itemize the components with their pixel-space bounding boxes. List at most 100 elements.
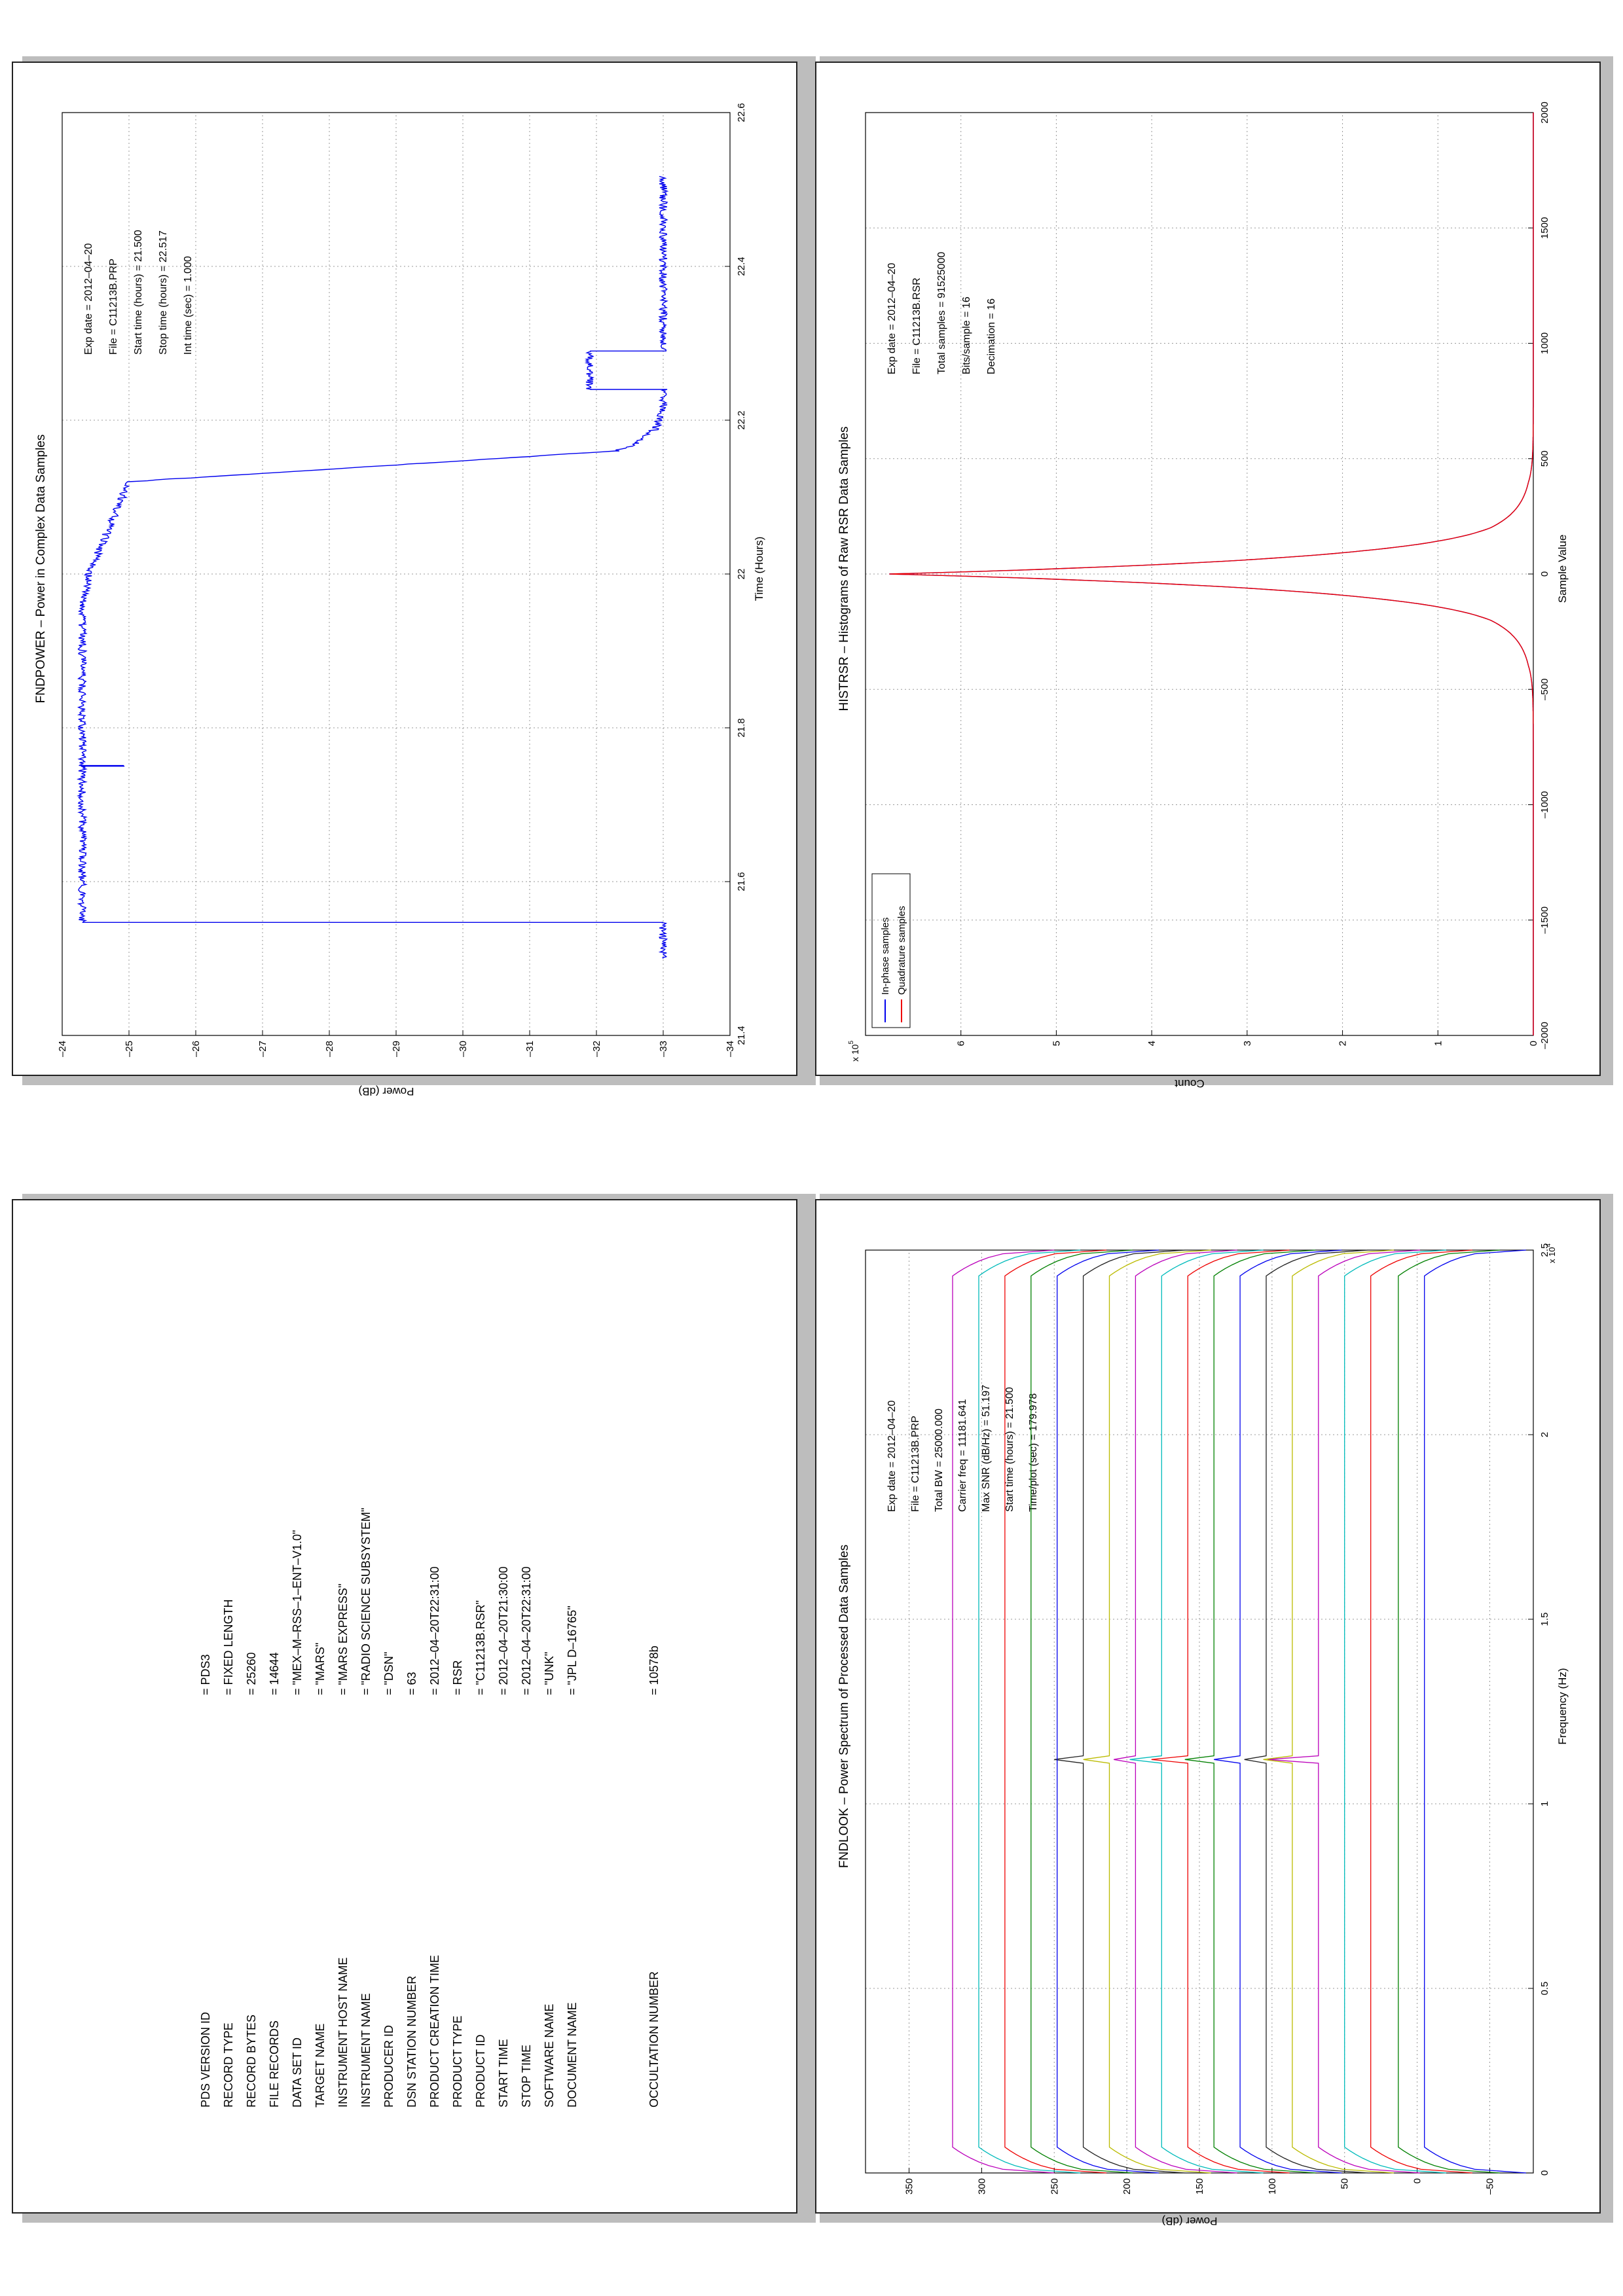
spectrum-line	[1267, 1249, 1421, 2174]
axes: 21.4 21.6 21.8 22 22.2 22.4 22.6 –34 –33 –32 –31 –3…	[57, 103, 747, 1057]
label-key: PRODUCT ID	[474, 2034, 487, 2108]
info-block: Exp date = 2012–04–20 File = C11213B.RSR T…	[886, 252, 997, 374]
legend-entry: Quadrature samples	[896, 906, 907, 995]
label-value: = "MARS EXPRESS"	[337, 1584, 350, 1695]
spectra-group	[952, 1249, 1526, 2174]
info-line: Stop time (hours) = 22.517	[158, 230, 169, 355]
pds-label-table: PDS VERSION ID = PDS3 RECORD TYPE = FIXED L…	[199, 1508, 661, 2108]
x-tick-label: 0.5	[1539, 1982, 1550, 1996]
y-tick-label: 5	[1051, 1041, 1062, 1046]
spectrum-line	[1184, 1249, 1316, 2174]
label-value: = "MEX–M–RSS–1–ENT–V1.0"	[291, 1530, 304, 1695]
label-key: PDS VERSION ID	[199, 2012, 212, 2108]
chart-title: FNDPOWER – Power in Complex Data Samples	[34, 435, 48, 704]
label-value: = "C11213B.RSR"	[474, 1600, 487, 1695]
y-axis-label: Power (dB)	[358, 1085, 414, 1098]
info-line: Exp date = 2012–04–20	[83, 243, 94, 355]
y-exponent: x 105	[848, 1041, 860, 1062]
power-panel: FNDPOWER – Power in Complex Data Samples…	[12, 62, 797, 1098]
spectrum-line	[1398, 1249, 1501, 2174]
power-chart: FNDPOWER – Power in Complex Data Samples…	[34, 103, 765, 1098]
label-key: DOCUMENT NAME	[566, 2002, 579, 2108]
y-tick-label: 0	[1412, 2178, 1423, 2183]
label-key: OCCULTATION NUMBER	[647, 1971, 661, 2108]
info-line: Carrier freq = 11181.641	[957, 1399, 968, 1513]
x-tick-label: 1	[1539, 1801, 1550, 1806]
label-key: RECORD BYTES	[245, 2015, 258, 2108]
x-axis-label: Time (Hours)	[753, 537, 765, 601]
label-value: = 63	[405, 1672, 418, 1695]
info-line: Max SNR (dB/Hz) = 51.197	[981, 1385, 992, 1512]
y-tick-label: 3	[1242, 1041, 1253, 1046]
label-key: RECORD TYPE	[222, 2022, 235, 2108]
label-key: DSN STATION NUMBER	[405, 1976, 418, 2108]
series-group	[889, 113, 1534, 1035]
info-line: File = C11213B.PRP	[108, 259, 119, 355]
y-tick-label: –33	[658, 1041, 669, 1057]
y-tick-label: 150	[1194, 2178, 1205, 2195]
spectrum-line	[978, 1249, 1081, 2174]
label-key: STOP TIME	[520, 2045, 533, 2108]
label-value: = "MARS"	[314, 1643, 327, 1695]
label-value: = 2012–04–20T22:31:00	[520, 1566, 533, 1695]
y-tick-label: 6	[956, 1041, 967, 1046]
histogram-panel: HISTRSR – Histograms of Raw RSR Data Sam…	[815, 62, 1601, 1090]
info-line: Total samples = 91525000	[936, 252, 947, 374]
label-value: = "UNK"	[543, 1652, 556, 1695]
spectrum-chart: FNDLOOK – Power Spectrum of Processed Da…	[837, 1243, 1569, 2227]
label-key: SOFTWARE NAME	[543, 2004, 556, 2108]
x-tick-label: 22.2	[736, 410, 747, 429]
series-line-quadrature	[889, 113, 1534, 1035]
histogram-chart: HISTRSR – Histograms of Raw RSR Data Sam…	[837, 101, 1569, 1090]
y-axis-label: Power (dB)	[1161, 2215, 1217, 2227]
legend-entry: In-phase samples	[880, 918, 891, 995]
label-key: TARGET NAME	[314, 2024, 327, 2108]
label-key: PRODUCER ID	[382, 2025, 395, 2108]
info-line: File = C11213B.RSR	[911, 278, 922, 374]
info-block: Exp date = 2012–04–20 File = C11213B.PRP S…	[83, 230, 194, 355]
x-tick-label: 22	[736, 569, 747, 580]
x-tick-label: 21.4	[736, 1026, 747, 1045]
x-axis-label: Sample Value	[1556, 535, 1569, 603]
spectrum-panel: FNDLOOK – Power Spectrum of Processed Da…	[815, 1199, 1601, 2227]
spectrum-line	[1263, 1249, 1395, 2174]
power-trace	[77, 175, 669, 959]
label-key: PRODUCT TYPE	[451, 2016, 464, 2108]
label-value: = RSR	[451, 1660, 464, 1695]
y-tick-label: 300	[976, 2178, 987, 2195]
spectrum-line	[1244, 1249, 1368, 2174]
info-line: Total BW = 25000.000	[934, 1408, 945, 1512]
x-tick-label: 2.5	[1539, 1244, 1550, 1257]
y-tick-label: –28	[324, 1041, 335, 1057]
y-tick-label: –29	[391, 1041, 402, 1057]
y-tick-label: 350	[904, 2178, 915, 2195]
x-tick-label: 2000	[1539, 101, 1550, 123]
x-tick-label: 1.5	[1539, 1613, 1550, 1626]
y-tick-label: –27	[257, 1041, 268, 1057]
x-tick-label: 22.6	[736, 103, 747, 122]
info-line: Int time (sec) = 1.000	[183, 256, 194, 355]
label-key: START TIME	[497, 2039, 510, 2108]
x-axis-label: Frequency (Hz)	[1556, 1668, 1569, 1744]
spectrum-line	[1129, 1249, 1264, 2174]
plot-frame	[865, 1249, 1534, 2174]
y-tick-label: 250	[1049, 2178, 1060, 2195]
spectrum-line	[1054, 1249, 1185, 2174]
y-axis-label: Count	[1175, 1077, 1205, 1090]
x-tick-label: –1500	[1539, 906, 1550, 934]
plot-frame	[62, 112, 731, 1036]
x-tick-label: 0	[1539, 2170, 1550, 2176]
y-tick-label: 100	[1267, 2178, 1278, 2195]
label-value: = FIXED LENGTH	[222, 1599, 235, 1695]
legend: In-phase samples Quadrature samples	[871, 873, 911, 1028]
spectrum-line	[1114, 1249, 1237, 2174]
y-tick-label: –24	[57, 1041, 68, 1057]
label-key: DATA SET ID	[291, 2037, 304, 2108]
spectrum-line	[1057, 1249, 1159, 2174]
label-value: = PDS3	[199, 1654, 212, 1695]
spectrum-line	[1151, 1249, 1290, 2174]
spectrum-line	[1030, 1249, 1133, 2174]
axes: 0 0.5 1 1.5 2 2.5 –50 0 50 100 150 200 250 300 350	[865, 1244, 1550, 2195]
info-block: Exp date = 2012–04–20 File = C11213B.PRP T…	[886, 1385, 1039, 1512]
y-tick-label: 0	[1528, 1041, 1539, 1046]
